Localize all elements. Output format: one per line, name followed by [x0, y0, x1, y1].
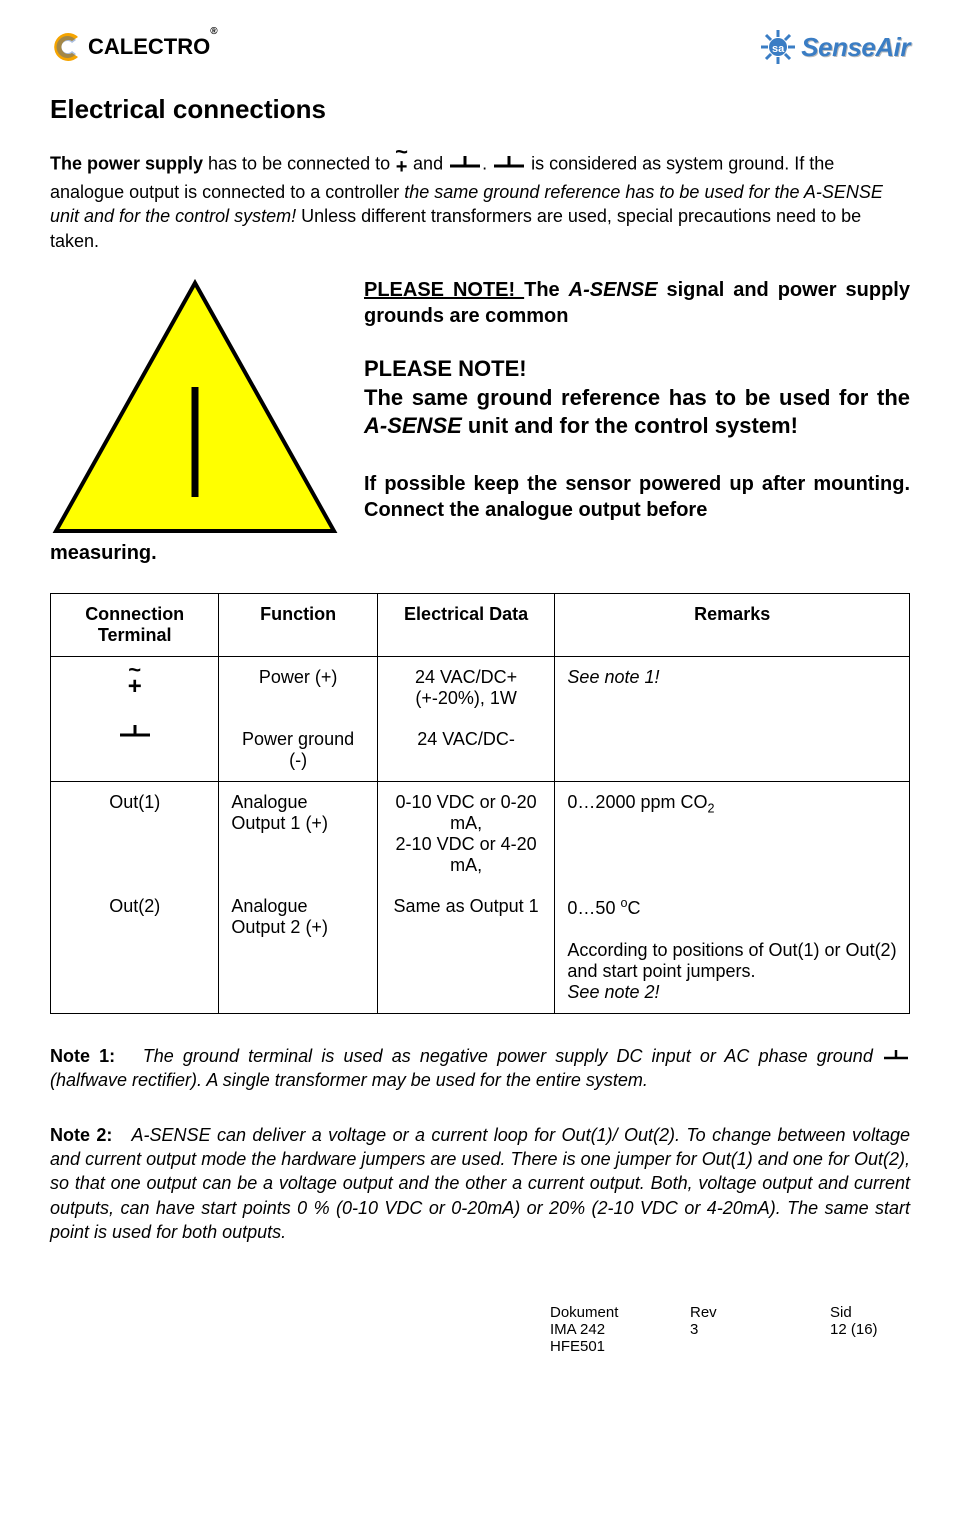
ground-icon — [492, 156, 526, 174]
notes-column: PLEASE NOTE! The A-SENSE signal and powe… — [364, 277, 910, 523]
note-2: PLEASE NOTE! The same ground reference h… — [364, 355, 910, 441]
svg-text:sa: sa — [772, 43, 785, 55]
note-3: If possible keep the sensor powered up a… — [364, 471, 910, 523]
calectro-c-icon — [50, 31, 82, 63]
th-data: Electrical Data — [377, 594, 555, 657]
td-function: Analogue Output 1 (+) — [219, 782, 377, 887]
intro-paragraph: The power supply has to be connected to … — [50, 149, 910, 253]
table-row: ~+ Power (+) 24 VAC/DC+ (+-20%), 1W See … — [51, 657, 910, 720]
footnote-1: Note 1: The ground terminal is used as n… — [50, 1044, 910, 1093]
td-data: 0-10 VDC or 0-20 mA, 2-10 VDC or 4-20 mA… — [377, 782, 555, 887]
th-terminal: Connection Terminal — [51, 594, 219, 657]
section-title: Electrical connections — [50, 94, 910, 125]
td-terminal: Out(1) — [51, 782, 219, 887]
note-3-tail: measuring. — [50, 542, 910, 565]
td-terminal: Out(2) — [51, 886, 219, 1014]
td-remarks: 0…2000 ppm CO2 — [555, 782, 910, 887]
td-data: 24 VAC/DC+ (+-20%), 1W — [377, 657, 555, 720]
ground-icon — [118, 725, 152, 743]
footer-col-rev: Rev 3 — [690, 1304, 770, 1355]
senseair-icon: sa — [761, 30, 795, 64]
th-function: Function — [219, 594, 377, 657]
th-remarks: Remarks — [555, 594, 910, 657]
td-remarks — [555, 719, 910, 782]
td-data: Same as Output 1 — [377, 886, 555, 1014]
calectro-text: CALECTRO® — [88, 34, 218, 60]
warning-triangle — [50, 277, 340, 542]
intro-bold: The power supply — [50, 153, 203, 173]
table-row: Out(2) Analogue Output 2 (+) Same as Out… — [51, 886, 910, 1014]
footnote-2: Note 2: A-SENSE can deliver a voltage or… — [50, 1123, 910, 1244]
page: CALECTRO® sa SenseAir Electrical con — [0, 0, 960, 1395]
td-function: Analogue Output 2 (+) — [219, 886, 377, 1014]
table-header-row: Connection Terminal Function Electrical … — [51, 594, 910, 657]
tilde-plus-icon: ~+ — [128, 663, 142, 698]
senseair-logo: sa SenseAir — [761, 30, 910, 64]
header: CALECTRO® sa SenseAir — [50, 30, 910, 64]
note-1: PLEASE NOTE! The A-SENSE signal and powe… — [364, 277, 910, 329]
senseair-text: SenseAir — [801, 32, 910, 63]
ground-icon — [448, 156, 482, 174]
page-footer: Dokument IMA 242 HFE501 Rev 3 Sid 12 (16… — [50, 1304, 910, 1355]
td-function: Power (+) — [219, 657, 377, 720]
td-remarks: See note 1! — [567, 667, 659, 687]
warning-block: PLEASE NOTE! The A-SENSE signal and powe… — [50, 277, 910, 542]
footer-col-dokument: Dokument IMA 242 HFE501 — [550, 1304, 630, 1355]
footer-col-sid: Sid 12 (16) — [830, 1304, 910, 1355]
calectro-logo: CALECTRO® — [50, 31, 218, 63]
ground-icon — [882, 1050, 910, 1064]
table-row: Out(1) Analogue Output 1 (+) 0-10 VDC or… — [51, 782, 910, 887]
connection-table: Connection Terminal Function Electrical … — [50, 593, 910, 1014]
td-remarks: 0…50 oC According to positions of Out(1)… — [555, 886, 910, 1014]
tilde-plus-icon: ~+ — [395, 145, 408, 176]
td-function: Power ground (-) — [219, 719, 377, 782]
td-data: 24 VAC/DC- — [377, 719, 555, 782]
